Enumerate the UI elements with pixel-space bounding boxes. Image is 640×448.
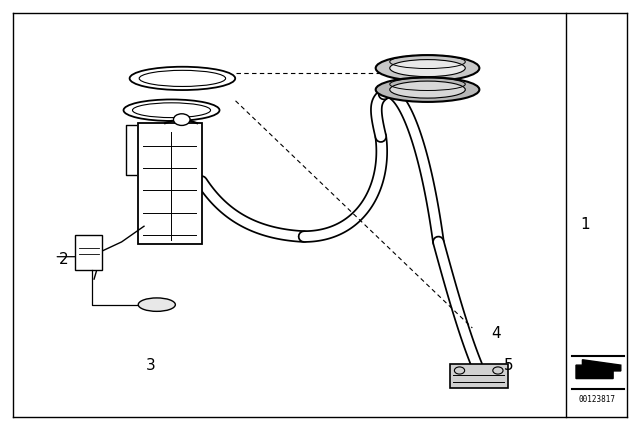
Ellipse shape [138, 298, 175, 311]
Circle shape [173, 114, 190, 125]
Ellipse shape [124, 99, 220, 121]
Text: 2: 2 [59, 252, 69, 267]
Text: 5: 5 [504, 358, 514, 373]
Ellipse shape [376, 55, 479, 81]
Bar [138, 123, 202, 244]
Text: 4: 4 [491, 326, 501, 341]
Bar [450, 364, 508, 388]
Ellipse shape [390, 81, 465, 98]
Bar [75, 235, 102, 270]
Polygon shape [576, 360, 621, 379]
Text: 00123817: 00123817 [579, 395, 616, 404]
Ellipse shape [390, 60, 465, 77]
Text: 1: 1 [580, 216, 591, 232]
Ellipse shape [129, 67, 236, 90]
Text: 3: 3 [145, 358, 156, 373]
Ellipse shape [376, 77, 479, 102]
